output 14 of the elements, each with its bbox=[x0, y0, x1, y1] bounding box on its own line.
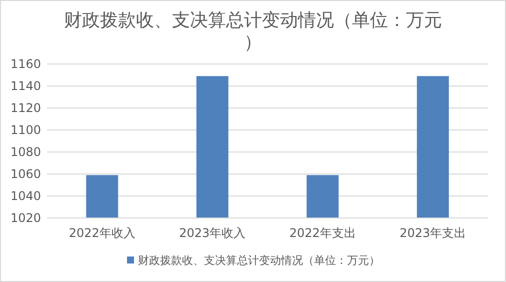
chart-title: 财政拨款收、支决算总计变动情况（单位：万元） bbox=[64, 10, 442, 53]
legend-label: 财政拨款收、支决算总计变动情况（单位：万元） bbox=[138, 254, 380, 267]
y-tick-label: 1080 bbox=[10, 145, 41, 159]
x-tick-label: 2023年支出 bbox=[400, 226, 466, 240]
x-tick-label: 2023年收入 bbox=[179, 226, 246, 240]
x-tick-label: 2022年支出 bbox=[289, 226, 356, 240]
x-tick-label: 2022年收入 bbox=[68, 226, 136, 240]
y-tick-label: 1040 bbox=[10, 189, 41, 203]
y-tick-label: 1020 bbox=[10, 211, 41, 225]
y-tick-label: 1120 bbox=[10, 101, 41, 115]
y-tick-label: 1060 bbox=[10, 167, 41, 181]
y-tick-label: 1100 bbox=[10, 123, 41, 137]
y-tick-label: 1140 bbox=[10, 79, 41, 93]
y-tick-label: 1160 bbox=[10, 57, 41, 71]
